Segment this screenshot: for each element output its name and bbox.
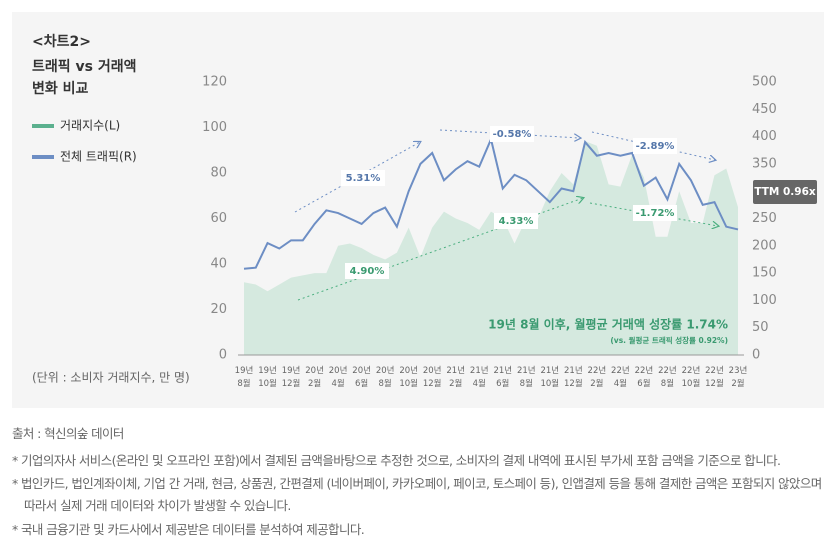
legend-swatch: [32, 124, 54, 128]
y2-tick-label: 0: [752, 348, 760, 363]
x-tick-label: 22년 8월: [658, 365, 677, 389]
ttm-badge: [753, 180, 817, 204]
y2-tick-label: 500: [752, 75, 777, 90]
x-tick-label: 19년 12월: [282, 365, 301, 389]
label-box: [490, 126, 534, 142]
x-tick-label: 21년 8월: [517, 365, 536, 389]
label-box: [633, 138, 677, 154]
trend-arrow: [591, 131, 715, 160]
x-tick-label: 20년 6월: [352, 365, 371, 389]
y2-tick-label: 350: [752, 156, 777, 171]
y-tick-label: 120: [202, 75, 227, 90]
y-tick-label: 40: [210, 257, 227, 272]
transaction-area: [244, 141, 738, 355]
legend-swatch: [32, 155, 54, 159]
label-box: [633, 205, 677, 221]
note: * 법인카드, 법인계좌이체, 기업 간 거래, 현금, 상품권, 간편결제 (…: [12, 476, 822, 513]
y-tick-label: 0: [219, 348, 227, 363]
y2-tick-label: 100: [752, 293, 777, 308]
unit-label: (단위 : 소비자 거래지수, 만 명): [32, 371, 190, 385]
y2-tick-label: 50: [752, 320, 769, 335]
x-tick-label: 20년 2월: [305, 365, 324, 389]
x-tick-label: 21년 6월: [493, 365, 512, 389]
y2-tick-label: 250: [752, 211, 777, 226]
summary: 19년 8월 이후, 월평균 거래액 성장률 1.74%: [488, 317, 728, 332]
chart-title: <차트2>: [32, 34, 91, 50]
y-tick-label: 20: [210, 302, 227, 317]
y2-tick-label: 200: [752, 238, 777, 253]
y2-tick-label: 450: [752, 102, 777, 117]
label-box: [341, 170, 385, 186]
x-tick-label: 20년 4월: [329, 365, 348, 389]
trend-arrow: [297, 198, 583, 301]
x-tick-label: 20년 10월: [399, 365, 418, 389]
x-tick-label: 21년 12월: [564, 365, 583, 389]
chart: <차트2> 트래픽 vs 거래액 변화 비교 (단위 : 소비자 거래지수, 만…: [32, 34, 817, 389]
x-tick-label: 20년 12월: [423, 365, 442, 389]
x-tick-label: 19년 8월: [235, 365, 254, 389]
trend-label: -1.72%: [636, 208, 675, 219]
y2-tick-label: 400: [752, 129, 777, 144]
label-box: [345, 263, 389, 279]
trend-label: -0.58%: [493, 129, 532, 140]
note: * 국내 금융기관 및 카드사에서 제공받은 데이터를 분석하여 제공합니다.: [12, 522, 365, 537]
summary-sub: (vs. 월평균 트래픽 성장률 0.92%): [610, 335, 728, 345]
x-tick-label: 22년 2월: [588, 365, 607, 389]
y-tick-label: 80: [210, 166, 227, 181]
trend-label: 5.31%: [346, 173, 381, 184]
subtitle: 변화 비교: [32, 81, 89, 97]
x-tick-label: 22년 6월: [635, 365, 654, 389]
x-tick-label: 20년 8월: [376, 365, 395, 389]
x-tick-label: 22년 4월: [611, 365, 630, 389]
x-tick-label: 22년 10월: [682, 365, 701, 389]
y-tick-label: 60: [210, 211, 227, 226]
label-box: [494, 213, 538, 229]
trend-label: -2.89%: [636, 141, 675, 152]
x-tick-label: 21년 10월: [540, 365, 559, 389]
x-tick-label: 21년 4월: [470, 365, 489, 389]
note: * 기업의자사 서비스(온라인 및 오프라인 포함)에서 결제된 금액을바탕으로…: [12, 453, 781, 468]
legend-label: 거래지수(L): [60, 119, 120, 133]
x-tick-label: 21년 2월: [446, 365, 465, 389]
x-tick-label: 23년 2월: [729, 365, 748, 389]
legend-label: 전체 트래픽(R): [60, 150, 137, 164]
x-tick-label: 22년 12월: [705, 365, 724, 389]
ttm-label: TTM 0.96x: [754, 186, 816, 198]
source: 출처 : 혁신의숲 데이터: [12, 426, 124, 441]
trend-label: 4.90%: [350, 266, 385, 277]
y-tick-label: 100: [202, 120, 227, 135]
subtitle: 트래픽 vs 거래액: [32, 58, 137, 75]
x-tick-label: 19년 10월: [258, 365, 277, 389]
trend-label: 4.33%: [499, 216, 534, 227]
y2-tick-label: 150: [752, 266, 777, 281]
